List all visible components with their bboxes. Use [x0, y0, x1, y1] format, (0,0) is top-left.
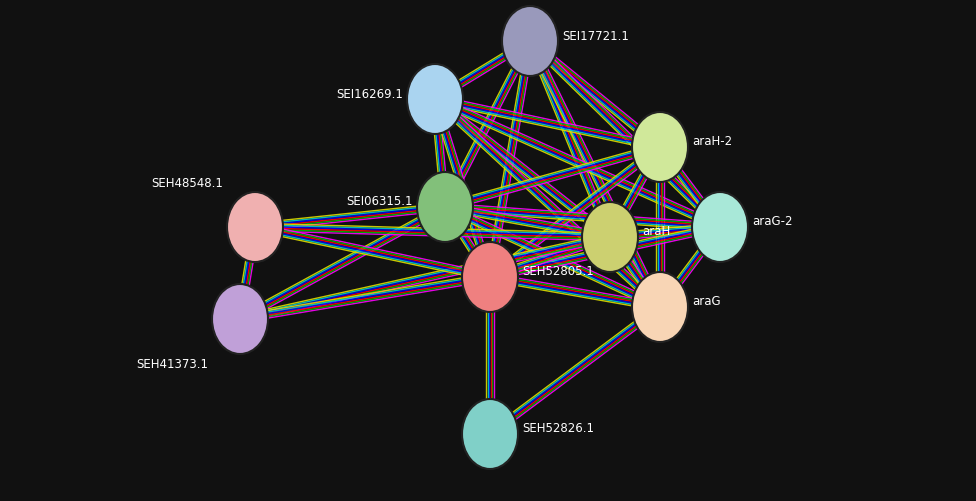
- Text: SEI16269.1: SEI16269.1: [336, 87, 403, 100]
- Text: SEH48548.1: SEH48548.1: [151, 177, 223, 189]
- Ellipse shape: [462, 242, 518, 313]
- Ellipse shape: [582, 202, 638, 273]
- Text: SEI17721.1: SEI17721.1: [562, 30, 629, 43]
- Text: SEH52805.1: SEH52805.1: [522, 265, 593, 278]
- Ellipse shape: [417, 173, 473, 242]
- Text: araH-2: araH-2: [692, 135, 732, 148]
- Ellipse shape: [407, 65, 463, 135]
- Text: araG-2: araG-2: [752, 215, 793, 228]
- Ellipse shape: [632, 113, 688, 183]
- Text: SEI06315.1: SEI06315.1: [346, 195, 413, 208]
- Text: araH: araH: [642, 225, 671, 238]
- Ellipse shape: [462, 399, 518, 469]
- Ellipse shape: [632, 273, 688, 342]
- Text: araG: araG: [692, 295, 720, 308]
- Text: SEH41373.1: SEH41373.1: [136, 357, 208, 370]
- Ellipse shape: [227, 192, 283, 263]
- Ellipse shape: [212, 285, 268, 354]
- Ellipse shape: [502, 7, 558, 77]
- Text: SEH52826.1: SEH52826.1: [522, 422, 594, 435]
- Ellipse shape: [692, 192, 748, 263]
